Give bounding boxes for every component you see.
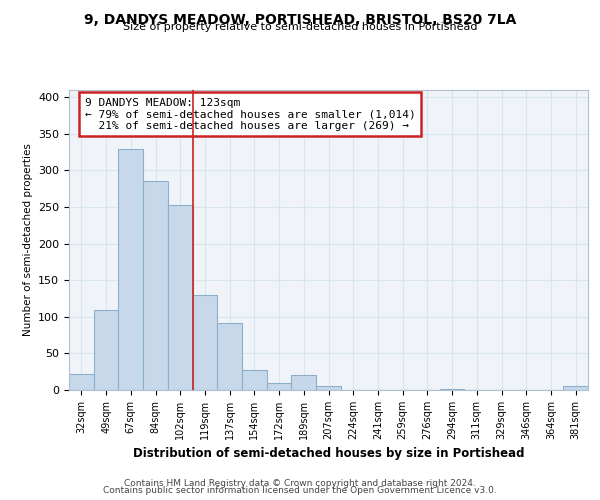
Bar bbox=[217, 322, 242, 390]
Bar bbox=[143, 182, 168, 390]
Bar bbox=[242, 370, 267, 390]
Bar bbox=[563, 386, 588, 390]
Y-axis label: Number of semi-detached properties: Number of semi-detached properties bbox=[23, 144, 32, 336]
Text: Size of property relative to semi-detached houses in Portishead: Size of property relative to semi-detach… bbox=[123, 22, 477, 32]
Bar bbox=[118, 148, 143, 390]
Bar bbox=[193, 295, 217, 390]
Text: 9, DANDYS MEADOW, PORTISHEAD, BRISTOL, BS20 7LA: 9, DANDYS MEADOW, PORTISHEAD, BRISTOL, B… bbox=[84, 12, 516, 26]
Bar bbox=[168, 205, 193, 390]
Bar bbox=[316, 386, 341, 390]
Bar bbox=[292, 376, 316, 390]
Text: 9 DANDYS MEADOW: 123sqm
← 79% of semi-detached houses are smaller (1,014)
  21% : 9 DANDYS MEADOW: 123sqm ← 79% of semi-de… bbox=[85, 98, 415, 130]
Bar bbox=[267, 382, 292, 390]
Text: Contains public sector information licensed under the Open Government Licence v3: Contains public sector information licen… bbox=[103, 486, 497, 495]
X-axis label: Distribution of semi-detached houses by size in Portishead: Distribution of semi-detached houses by … bbox=[133, 448, 524, 460]
Text: Contains HM Land Registry data © Crown copyright and database right 2024.: Contains HM Land Registry data © Crown c… bbox=[124, 478, 476, 488]
Bar bbox=[94, 310, 118, 390]
Bar bbox=[69, 374, 94, 390]
